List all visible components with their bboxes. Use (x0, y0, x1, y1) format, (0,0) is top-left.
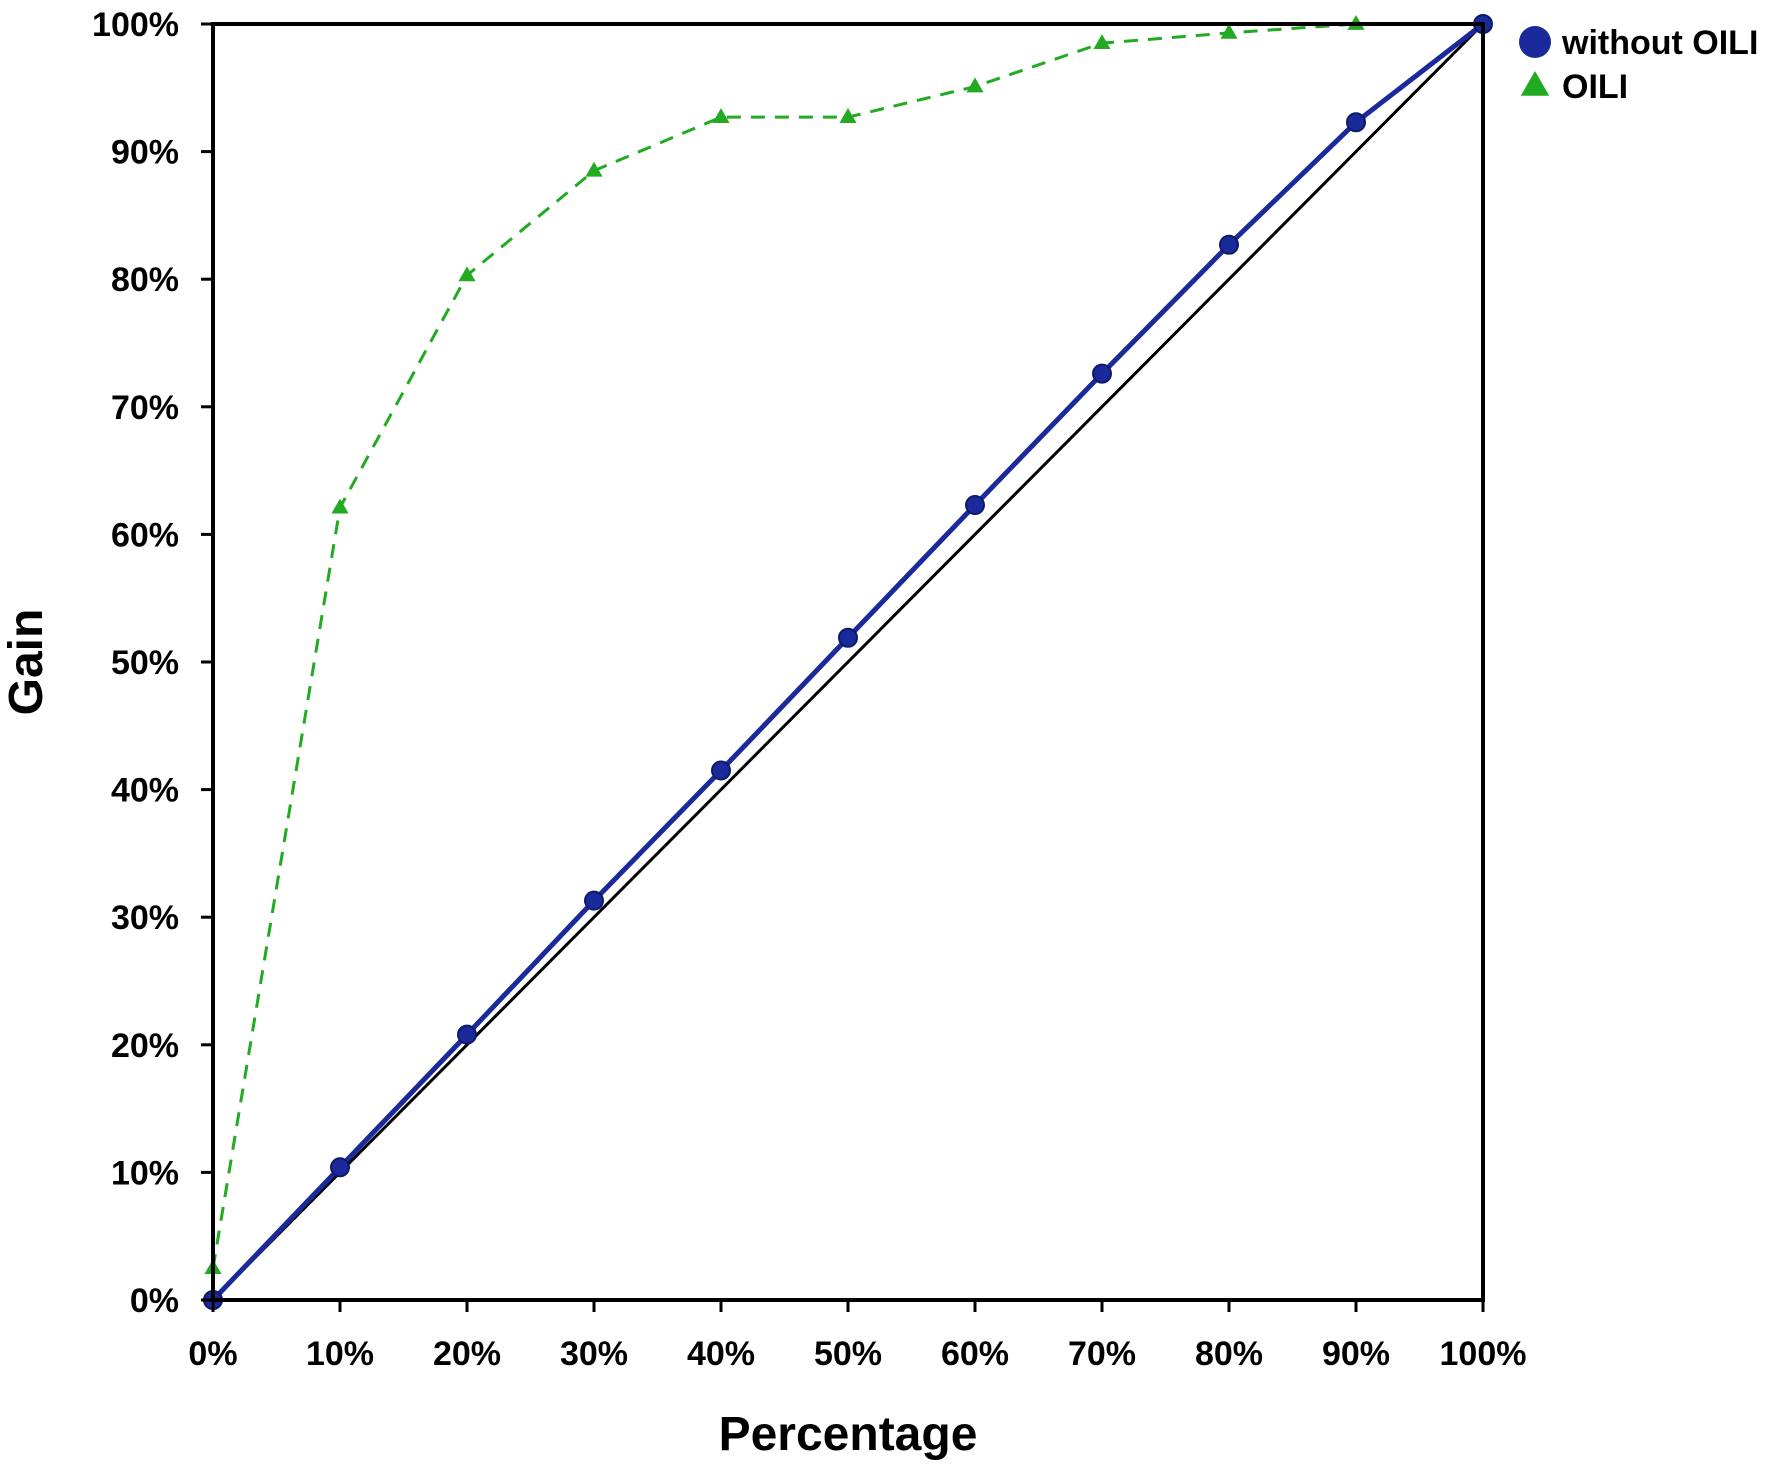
data-point-oili (331, 498, 349, 514)
y-tick-label: 10% (111, 1154, 179, 1192)
y-tick-label: 30% (111, 899, 179, 937)
x-tick-label: 40% (687, 1335, 755, 1373)
x-tick-label: 80% (1195, 1335, 1263, 1373)
data-point-oili (839, 108, 857, 123)
data-point-without-oili (711, 760, 731, 781)
x-tick-label: 20% (433, 1335, 501, 1373)
x-tick-label: 0% (188, 1335, 237, 1373)
data-point-oili (966, 77, 984, 93)
y-tick-label: 100% (92, 6, 179, 44)
data-point-oili (1093, 34, 1111, 49)
y-tick-label: 0% (130, 1282, 179, 1320)
y-tick-label: 90% (111, 134, 179, 172)
data-point-without-oili (1346, 112, 1366, 133)
x-tick-label: 100% (1440, 1335, 1527, 1373)
x-tick-label: 50% (814, 1335, 882, 1373)
data-point-oili (458, 266, 476, 282)
y-axis-title: Gain (0, 609, 53, 716)
data-point-without-oili (965, 495, 985, 516)
x-tick-label: 30% (560, 1335, 628, 1373)
legend-marker-oili (1520, 71, 1550, 96)
reference-diagonal-line (211, 22, 1485, 1302)
y-tick-label: 70% (111, 389, 179, 427)
y-tick-label: 20% (111, 1027, 179, 1065)
data-point-oili (1220, 23, 1238, 39)
data-point-without-oili (1219, 234, 1239, 255)
x-tick-label: 60% (941, 1335, 1009, 1373)
y-tick-label: 80% (111, 261, 179, 299)
x-tick-label: 70% (1068, 1335, 1136, 1373)
x-axis-title: Percentage (719, 1408, 978, 1461)
data-point-without-oili (584, 890, 604, 911)
data-point-without-oili (838, 627, 858, 648)
legend-label-without-oili: without OILI (1561, 24, 1758, 62)
data-point-without-oili (1092, 363, 1112, 384)
y-tick-label: 40% (111, 772, 179, 810)
data-point-without-oili (330, 1157, 350, 1178)
tick-layer: 0% 10% 20% 30% 40% 50% 60% 70% 80% 90% 100% 0% 10% 20… (92, 6, 1526, 1373)
legend: without OILI OILI (1519, 24, 1758, 106)
data-point-oili (585, 161, 603, 177)
data-point-without-oili (457, 1024, 477, 1045)
reference-layer (211, 22, 1485, 1302)
y-tick-label: 50% (111, 644, 179, 682)
x-tick-label: 10% (306, 1335, 374, 1373)
y-tick-label: 60% (111, 516, 179, 554)
legend-marker-without-oili (1519, 26, 1551, 58)
legend-label-oili: OILI (1562, 68, 1628, 106)
data-point-oili (712, 108, 730, 123)
x-tick-label: 90% (1322, 1335, 1390, 1373)
